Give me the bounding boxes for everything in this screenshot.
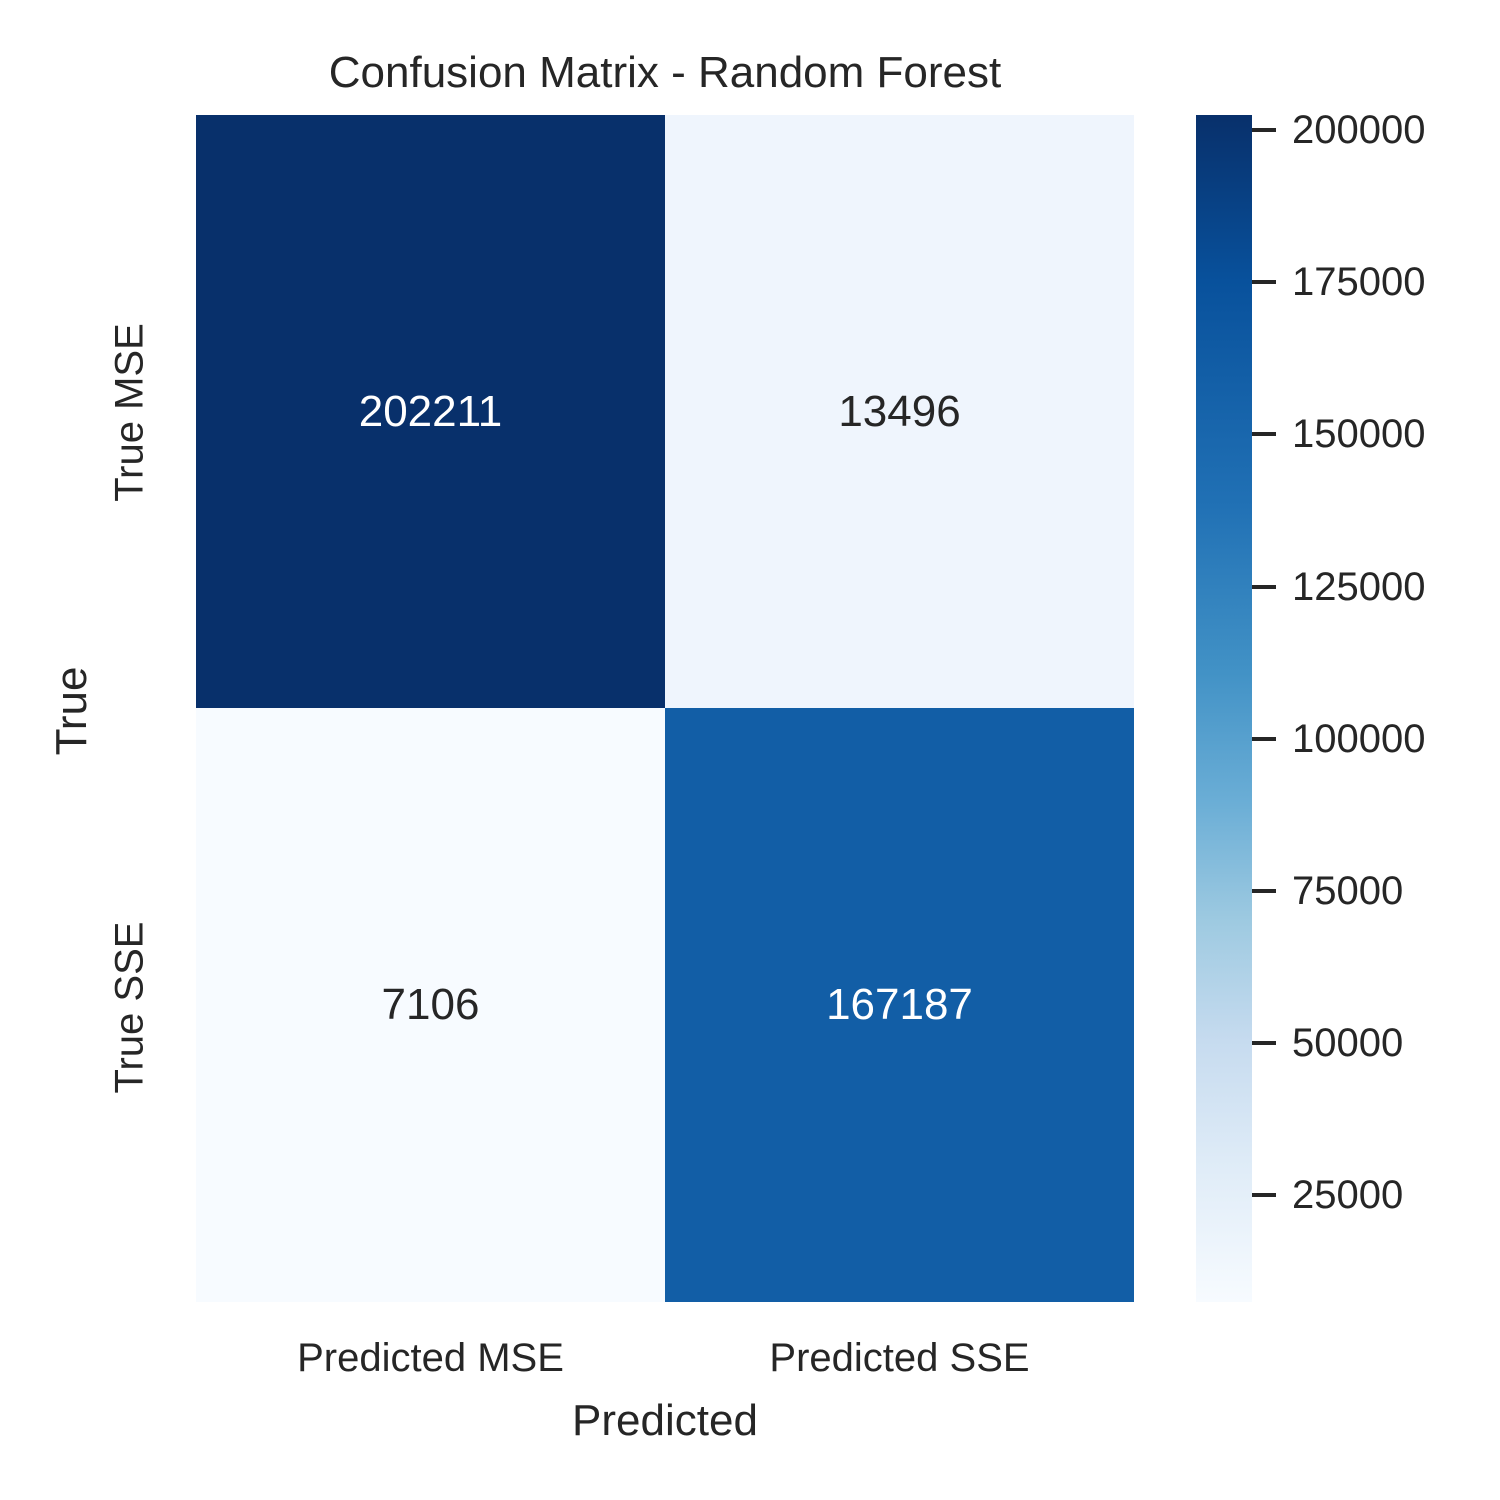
cell-true-mse-pred-sse: 13496 [665,115,1134,708]
colorbar-tick-label: 25000 [1292,1173,1404,1217]
cell-true-sse-pred-sse: 167187 [665,708,1134,1302]
colorbar-tick [1252,280,1276,284]
colorbar-tick-label: 175000 [1292,260,1426,304]
xtick-predicted-mse: Predicted MSE [297,1336,564,1380]
cell-value: 13496 [838,386,961,436]
colorbar-tick [1252,1193,1276,1197]
colorbar-tick-label: 100000 [1292,717,1426,761]
ytick-true-sse: True SSE [107,921,152,1094]
colorbar [1196,115,1252,1302]
cell-true-mse-pred-mse: 202211 [196,115,665,708]
colorbar-tick-label: 75000 [1292,869,1404,913]
xtick-predicted-sse: Predicted SSE [769,1336,1030,1380]
chart-title: Confusion Matrix - Random Forest [328,48,1002,97]
x-axis-label: Predicted [572,1396,758,1445]
y-axis-label: True [47,666,96,756]
cell-value: 202211 [358,386,503,436]
colorbar-tick [1252,128,1276,132]
colorbar-tick-label: 125000 [1292,565,1426,609]
colorbar-tick [1252,737,1276,741]
colorbar-tick-label: 200000 [1292,108,1426,152]
cell-value: 7106 [381,980,480,1029]
cell-value: 167187 [826,980,973,1029]
colorbar-tick [1252,585,1276,589]
colorbar-tick-label: 150000 [1292,412,1426,456]
colorbar-tick [1252,889,1276,893]
colorbar-tick [1252,1041,1276,1045]
colorbar-tick-label: 50000 [1292,1021,1404,1065]
ytick-true-mse: True MSE [107,323,152,502]
colorbar-tick [1252,432,1276,436]
cell-true-sse-pred-mse: 7106 [196,708,665,1302]
